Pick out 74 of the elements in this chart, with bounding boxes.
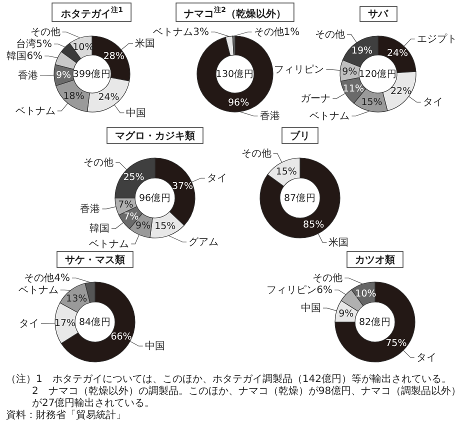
- chart-title: ナマコ$^{注2}$（乾燥以外）: [184, 5, 286, 20]
- data-label: 15%: [361, 96, 382, 108]
- data-label: 22%: [390, 85, 412, 96]
- data-label: 13%: [66, 292, 88, 304]
- slice-label: グアム: [188, 236, 219, 248]
- data-label: 96%: [228, 96, 250, 108]
- chart-title: サケ・マス類: [65, 254, 125, 266]
- data-label: 19%: [351, 44, 373, 56]
- slice-label: ベトナム: [89, 238, 130, 250]
- chart-title: カツオ類: [355, 254, 395, 266]
- slice-label: その他4%: [24, 272, 70, 284]
- slice-label: タイ: [416, 352, 436, 363]
- slice-label: タイ: [19, 318, 40, 330]
- slice-label: 中国: [144, 340, 165, 352]
- slice-label: フィリピン: [274, 64, 324, 75]
- slice-label: ベトナム: [15, 105, 56, 116]
- data-label: 7%: [124, 210, 139, 222]
- slice-label: その他: [30, 26, 60, 38]
- data-label: 7%: [118, 199, 134, 210]
- data-label: 18%: [63, 90, 84, 102]
- data-label: 15%: [154, 220, 176, 232]
- text: 399億円: [72, 68, 112, 80]
- slice-label: その他: [241, 146, 272, 159]
- slice-label: 台湾5%: [16, 38, 52, 50]
- text: 2 ナマコ（乾燥以外）の調製品。このほか、ナマコ（乾燥）が98億円、ナマコ（調製品以外）が27億円輸出されている。: [31, 386, 462, 410]
- text: 資料：財務省「貿易統計」: [6, 410, 127, 422]
- data-label: 24%: [386, 48, 408, 59]
- text: （注）1 ホタテガイについては、このほか、ホタテガイ調製品（142億円）等が輸出されている。: [6, 374, 452, 386]
- data-label: 9%: [342, 66, 358, 77]
- text: 84億円: [78, 316, 112, 328]
- data-label: 85%: [303, 219, 324, 230]
- slice-label: ベトナム3%: [153, 26, 210, 38]
- text: 96億円: [138, 192, 172, 204]
- slice-label: 米国: [328, 236, 349, 248]
- chart-title: サバ: [368, 8, 389, 20]
- slice-label: フィリピン6%: [266, 284, 333, 296]
- slice-label: その他: [312, 272, 343, 284]
- text: 82億円: [358, 316, 392, 328]
- slice-label: ベトナム: [18, 284, 58, 296]
- chart-title: ホタテガイ$^{注1}$: [60, 5, 124, 20]
- data-label: 11%: [342, 83, 364, 94]
- slice-label: 韓国: [89, 222, 110, 234]
- slice-label: 中国: [300, 302, 321, 314]
- data-label: 9%: [56, 69, 72, 80]
- text: 130億円: [216, 68, 254, 80]
- data-label: 28%: [103, 50, 125, 62]
- slice-label: 香港: [80, 202, 100, 214]
- chart-title: マグロ・カジキ類: [115, 130, 195, 142]
- data-label: 66%: [110, 330, 132, 342]
- text: 87億円: [284, 192, 316, 204]
- slice-label: ガーナ: [300, 92, 331, 104]
- data-label: 37%: [172, 180, 194, 192]
- slice-label: 韓国6%: [6, 50, 43, 62]
- slice-label: 香港: [260, 110, 280, 122]
- slice-label: タイ: [206, 172, 227, 184]
- data-label: 75%: [386, 338, 407, 349]
- slice-label: 香港: [18, 69, 38, 82]
- slice-label: ベトナム: [310, 110, 350, 122]
- slice-label: 中国: [126, 106, 146, 118]
- slice-label: その他1%: [254, 26, 300, 38]
- data-label: 10%: [355, 288, 376, 299]
- text: 120億円: [358, 68, 398, 80]
- slice-label: その他: [315, 28, 346, 40]
- data-label: 9%: [338, 308, 354, 320]
- data-label: 17%: [54, 317, 76, 328]
- data-label: 15%: [276, 166, 297, 177]
- data-label: 9%: [136, 220, 151, 232]
- data-label: 24%: [98, 92, 120, 103]
- chart-title: ブリ: [290, 130, 310, 142]
- slice-label: タイ: [422, 96, 443, 108]
- slice-label: その他: [84, 156, 114, 168]
- slice-label: 米国: [134, 36, 155, 49]
- data-label: 25%: [123, 171, 144, 182]
- slice-label: エジプト: [416, 32, 457, 45]
